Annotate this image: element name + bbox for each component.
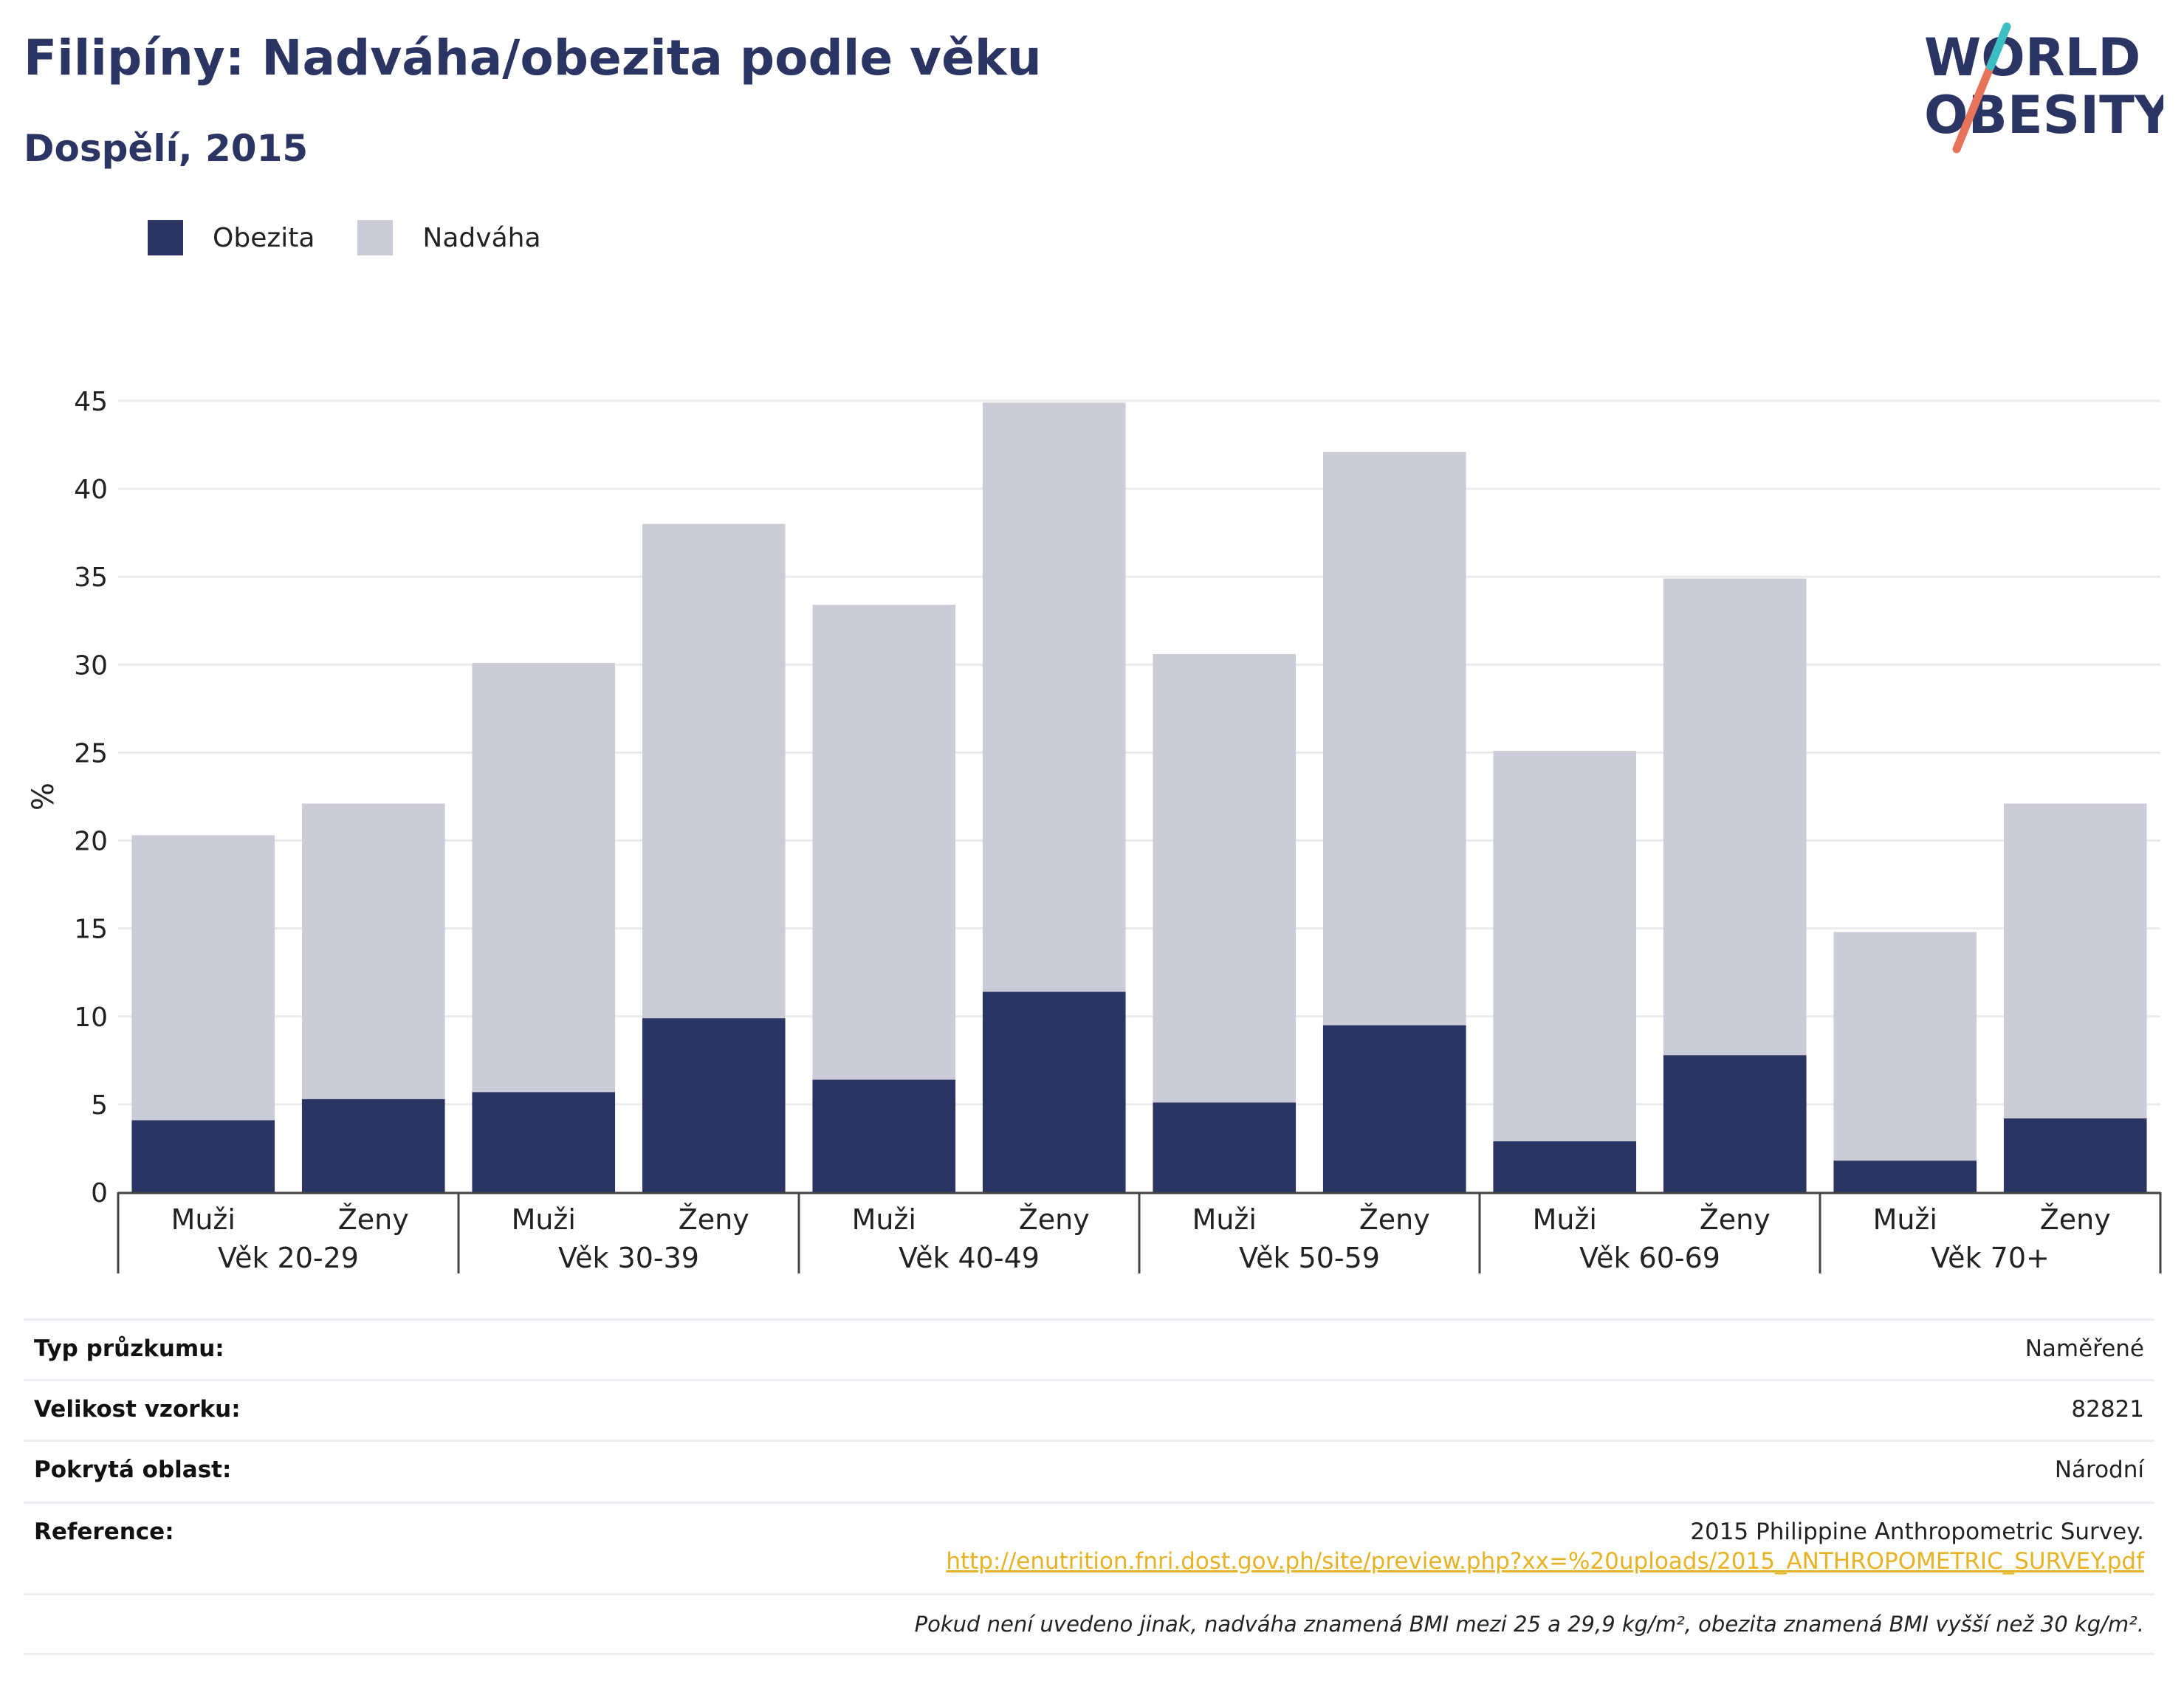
x-subcategory-label: Ženy <box>1359 1203 1430 1236</box>
x-subcategory-label: Ženy <box>679 1203 749 1236</box>
bar-obesity <box>812 1079 956 1192</box>
legend-item-obesity[interactable]: Obezita <box>148 220 315 255</box>
bar-overweight <box>812 605 956 1080</box>
legend-swatch-obesity <box>148 220 183 255</box>
bar-overweight <box>1663 578 1807 1056</box>
bar-overweight <box>472 662 616 1093</box>
y-tick-label: 15 <box>74 915 108 945</box>
sample-size-value: 82821 <box>2071 1396 2144 1423</box>
x-subcategory-label: Muži <box>1873 1203 1937 1236</box>
bar-obesity <box>2003 1118 2147 1192</box>
bar-overweight <box>1153 654 1297 1103</box>
bar-overweight <box>1833 932 1977 1161</box>
x-group-label: Věk 40-49 <box>899 1242 1040 1274</box>
bar-obesity <box>982 991 1126 1192</box>
y-tick-label: 20 <box>74 827 108 857</box>
bar-overweight <box>1493 751 1637 1141</box>
chart-legend: Obezita Nadváha <box>148 220 584 255</box>
x-subcategory-label: Muži <box>171 1203 236 1236</box>
x-subcategory-label: Muži <box>852 1203 916 1236</box>
reference-value: 2015 Philippine Anthropometric Survey. h… <box>946 1519 2144 1593</box>
x-group-label: Věk 70+ <box>1931 1242 2050 1274</box>
bar-chart: 0 5 10 15 20 25 30 35 40 45% Muži Ženy Muži Ženy Muži Ž… <box>27 387 2162 1274</box>
definition-note: Pokud není uvedeno jinak, nadváha znamen… <box>24 1593 2154 1655</box>
survey-type-value: Naměřené <box>2025 1335 2144 1362</box>
bar-overweight <box>301 803 445 1099</box>
bar-obesity <box>642 1018 786 1192</box>
page-subtitle: Dospělí, 2015 <box>24 127 309 170</box>
y-tick-label: 30 <box>74 650 108 681</box>
bar-overweight <box>642 523 786 1019</box>
x-group-label: Věk 30-39 <box>558 1242 699 1274</box>
survey-type-label: Typ průzkumu: <box>34 1335 224 1362</box>
legend-swatch-overweight <box>357 220 394 255</box>
reference-text: 2015 Philippine Anthropometric Survey. <box>1690 1519 2144 1545</box>
legend-item-overweight[interactable]: Nadváha <box>357 220 541 255</box>
y-tick-label: 40 <box>74 475 108 505</box>
bar-obesity <box>131 1120 275 1192</box>
bar-obesity <box>1663 1055 1807 1192</box>
sample-size-label: Velikost vzorku: <box>34 1396 241 1423</box>
reference-label: Reference: <box>34 1519 174 1545</box>
y-tick-label: 0 <box>91 1178 108 1208</box>
legend-label-obesity: Obezita <box>213 222 315 253</box>
y-tick-label: 5 <box>91 1090 108 1121</box>
y-axis-label: % <box>27 783 61 811</box>
survey-info-table: Typ průzkumu: Naměřené Velikost vzorku: … <box>24 1318 2154 1655</box>
x-subcategory-label: Ženy <box>2040 1203 2111 1236</box>
coverage-row: Pokrytá oblast: Národní <box>24 1440 2154 1502</box>
x-subcategory-label: Muži <box>1533 1203 1597 1236</box>
x-group-label: Věk 60-69 <box>1579 1242 1720 1274</box>
bar-overweight <box>2003 803 2147 1118</box>
bar-obesity <box>472 1092 616 1192</box>
y-tick-label: 35 <box>74 563 108 593</box>
bar-overweight <box>131 835 275 1121</box>
x-subcategory-label: Muži <box>512 1203 576 1236</box>
coverage-value: Národní <box>2054 1457 2144 1483</box>
logo-line1: WORLD <box>1924 27 2140 88</box>
coverage-label: Pokrytá oblast: <box>34 1457 232 1483</box>
y-tick-label: 45 <box>74 387 108 417</box>
survey-type-row: Typ průzkumu: Naměřené <box>24 1318 2154 1379</box>
y-tick-label: 10 <box>74 1003 108 1033</box>
bar-overweight <box>1322 452 1466 1025</box>
reference-link[interactable]: http://enutrition.fnri.dost.gov.ph/site/… <box>946 1548 2144 1575</box>
bar-obesity <box>1833 1161 1977 1192</box>
x-group-label: Věk 50-59 <box>1239 1242 1380 1274</box>
x-subcategory-label: Ženy <box>1700 1203 1771 1236</box>
reference-row: Reference: 2015 Philippine Anthropometri… <box>24 1502 2154 1593</box>
bar-obesity <box>1322 1025 1466 1192</box>
x-group-label: Věk 20-29 <box>218 1242 359 1274</box>
bar-overweight <box>982 402 1126 992</box>
sample-size-row: Velikost vzorku: 82821 <box>24 1379 2154 1440</box>
x-subcategory-label: Muži <box>1192 1203 1257 1236</box>
bar-obesity <box>1153 1102 1297 1192</box>
bar-obesity <box>301 1099 445 1192</box>
bar-obesity <box>1493 1141 1637 1192</box>
y-tick-label: 25 <box>74 738 108 769</box>
x-subcategory-label: Ženy <box>1019 1203 1090 1236</box>
x-subcategory-label: Ženy <box>338 1203 409 1236</box>
legend-label-overweight: Nadváha <box>422 222 541 253</box>
page-title: Filipíny: Nadváha/obezita podle věku <box>24 30 1042 86</box>
world-obesity-logo: WORLD OBESITY <box>1924 22 2163 154</box>
